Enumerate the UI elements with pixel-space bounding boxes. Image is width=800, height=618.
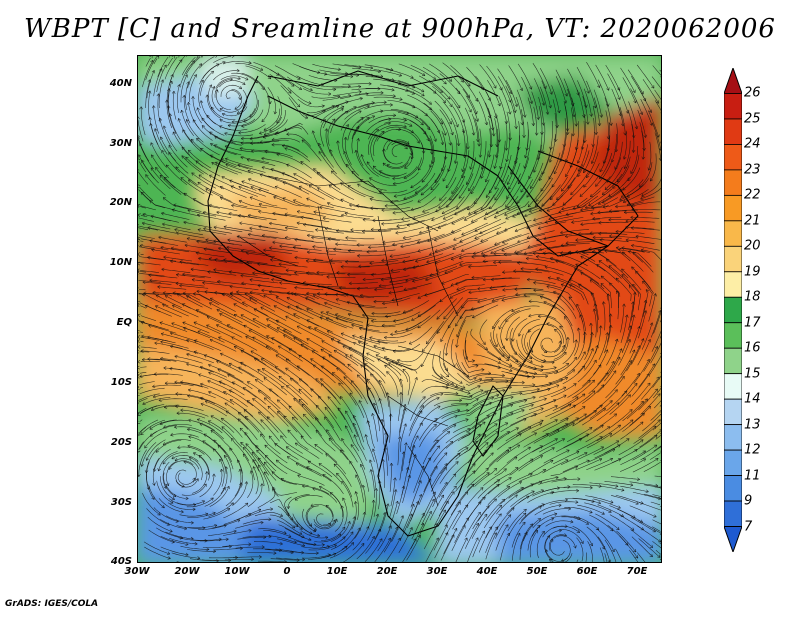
colorbar-label: 13 <box>744 417 761 433</box>
colorbar-segment <box>724 398 742 426</box>
colorbar-segment <box>724 373 742 400</box>
colorbar-label: 14 <box>744 391 761 407</box>
lon-label: 20E <box>376 566 398 577</box>
lat-label: 10S <box>110 377 132 388</box>
colorbar-label: 18 <box>744 289 761 305</box>
lon-label: 60E <box>576 566 598 577</box>
colorbar-label: 25 <box>744 111 761 127</box>
colorbar-segment <box>724 245 742 273</box>
lon-label: 50E <box>526 566 548 577</box>
colorbar-label: 20 <box>744 238 761 254</box>
colorbar-segment <box>724 449 742 476</box>
colorbar-label: 19 <box>744 264 761 280</box>
lon-label: 30E <box>426 566 448 577</box>
colorbar-label: 16 <box>744 340 761 356</box>
temperature-field <box>138 56 661 562</box>
colorbar-label: 7 <box>744 519 753 535</box>
lat-label: 40N <box>109 78 132 89</box>
colorbar-segment <box>724 144 742 171</box>
lat-label: 30N <box>109 138 132 149</box>
colorbar-label: 15 <box>744 366 761 382</box>
colorbar-arrow-bottom <box>724 526 742 552</box>
colorbar-label: 11 <box>744 468 761 484</box>
colorbar-segment <box>724 169 742 196</box>
lat-label: 20S <box>110 437 132 448</box>
colorbar <box>724 68 742 552</box>
wbpt-map <box>138 56 661 562</box>
colorbar-segment <box>724 322 742 349</box>
chart-title: WBPT [C] and Sreamline at 900hPa, VT: 20… <box>24 14 776 44</box>
colorbar-label: 17 <box>744 315 761 331</box>
colorbar-label: 9 <box>744 493 753 509</box>
colorbar-label: 23 <box>744 162 761 178</box>
map-plot-area <box>137 55 662 563</box>
colorbar-segment <box>724 271 742 298</box>
lat-label: 10N <box>109 257 132 268</box>
credit-text: GrADS: IGES/COLA <box>5 599 99 609</box>
colorbar-label: 12 <box>744 442 761 458</box>
colorbar-segment <box>724 93 742 120</box>
lon-label: 70E <box>626 566 648 577</box>
lat-label: EQ <box>116 317 132 328</box>
lon-label: 40E <box>476 566 498 577</box>
colorbar-segment <box>724 424 742 451</box>
colorbar-segment <box>724 296 742 324</box>
lon-label: 10W <box>224 566 250 577</box>
colorbar-label: 21 <box>744 213 761 229</box>
colorbar-segment <box>724 347 742 375</box>
colorbar-segment <box>724 220 742 247</box>
lon-label: 10E <box>326 566 348 577</box>
streamlines <box>138 56 661 562</box>
lon-label: 30W <box>124 566 150 577</box>
colorbar-label: 24 <box>744 136 761 152</box>
lat-label: 40S <box>110 556 132 567</box>
colorbar-segment <box>724 118 742 145</box>
colorbar-arrow-top <box>724 68 742 94</box>
colorbar-segment <box>724 500 742 527</box>
colorbar-label: 22 <box>744 187 761 203</box>
colorbar-label: 26 <box>744 85 761 101</box>
lon-label: 20W <box>174 566 200 577</box>
colorbar-segment <box>724 475 742 502</box>
colorbar-segment <box>724 194 742 222</box>
lat-label: 30S <box>110 497 132 508</box>
lon-label: 0 <box>283 566 291 577</box>
lat-label: 20N <box>109 197 132 208</box>
